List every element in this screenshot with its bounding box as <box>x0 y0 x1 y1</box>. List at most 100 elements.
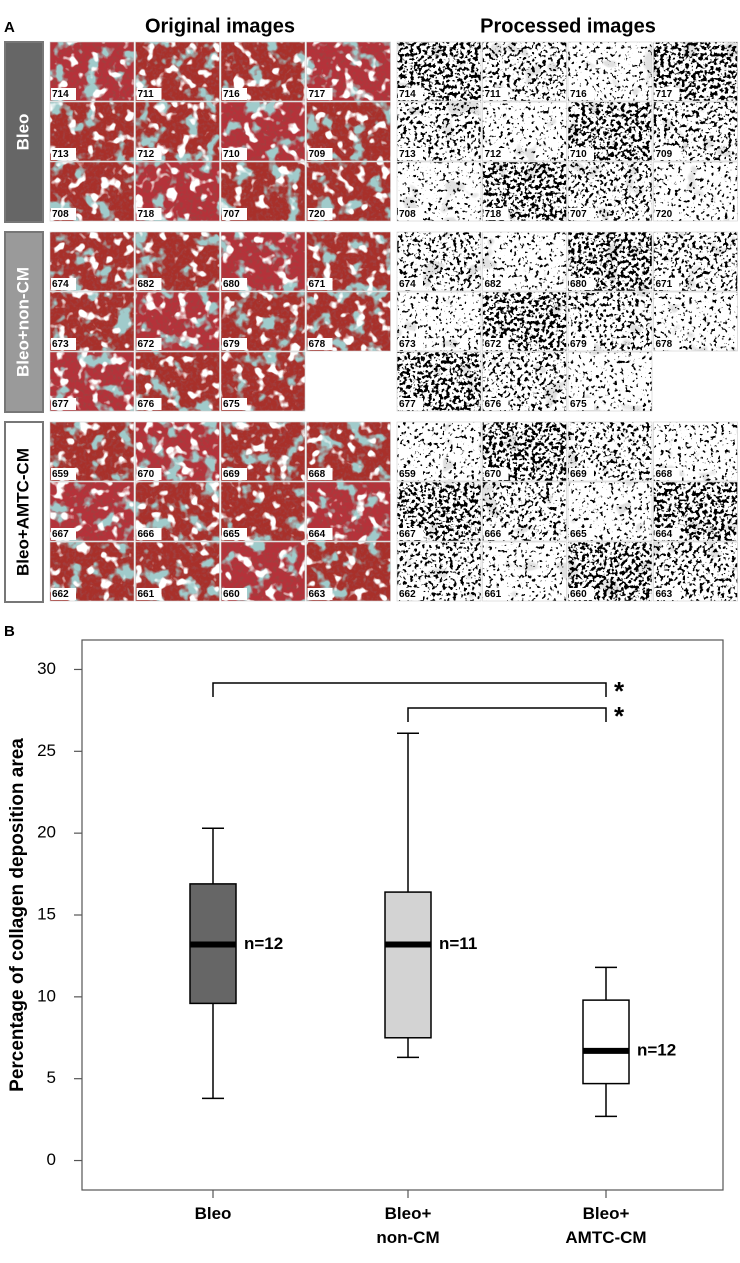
thumbnail: 720 <box>306 161 391 222</box>
image-id: 707 <box>223 209 240 220</box>
image-id: 675 <box>223 399 240 410</box>
image-frame <box>396 541 482 602</box>
id-box <box>483 338 509 350</box>
id-box <box>51 338 76 350</box>
image-frame <box>567 231 653 292</box>
thumbnail: 716 <box>567 41 653 102</box>
thumbnail: 680 <box>220 231 306 292</box>
image-id: 680 <box>223 279 240 290</box>
image-id: 671 <box>656 279 673 290</box>
thumbnail: 711 <box>482 41 567 102</box>
image-frame <box>653 421 738 482</box>
image-id: 709 <box>309 149 326 160</box>
id-box <box>51 588 76 600</box>
image-id: 662 <box>52 589 69 600</box>
id-box <box>398 468 423 480</box>
thumbnail: 674 <box>396 231 482 292</box>
image-id: 712 <box>138 149 155 160</box>
thumbnail: 671 <box>653 231 738 292</box>
image-id: 673 <box>52 339 69 350</box>
thumbnail: 670 <box>482 421 567 482</box>
image-frame <box>49 351 135 412</box>
thumbnail: 709 <box>306 101 391 162</box>
image-frame <box>49 421 135 482</box>
id-box <box>398 88 423 100</box>
image-frame <box>220 41 306 102</box>
id-box <box>222 88 247 100</box>
id-box <box>136 148 162 160</box>
image-id: 720 <box>309 209 326 220</box>
image-frame <box>567 351 653 412</box>
significance-label: * <box>614 676 625 706</box>
image-frame <box>49 101 135 162</box>
image-frame <box>653 541 738 602</box>
thumbnail: 678 <box>306 291 391 352</box>
id-box <box>483 468 509 480</box>
image-id: 670 <box>138 469 155 480</box>
id-box <box>307 208 333 220</box>
image-frame <box>220 351 306 412</box>
id-box <box>222 208 247 220</box>
thumbnail: 710 <box>220 101 306 162</box>
id-box <box>222 278 247 290</box>
image-id: 664 <box>309 529 326 540</box>
image-frame <box>135 231 220 292</box>
box <box>582 999 630 1085</box>
image-frame <box>567 41 653 102</box>
image-id: 677 <box>399 399 416 410</box>
thumbnail: 669 <box>567 421 653 482</box>
id-box <box>654 468 680 480</box>
image-id: 711 <box>138 89 155 100</box>
thumbnail: 672 <box>482 291 567 352</box>
id-box <box>307 588 333 600</box>
image-id: 667 <box>399 529 416 540</box>
x-tick-label-line: Bleo+ <box>385 1204 432 1223</box>
image-id: 668 <box>656 469 673 480</box>
thumbnail: 676 <box>482 351 567 412</box>
image-id: 660 <box>570 589 587 600</box>
column-title: Original images <box>145 15 295 37</box>
image-id: 676 <box>138 399 155 410</box>
id-box <box>654 278 680 290</box>
image-frame <box>653 161 738 222</box>
y-tick-label: 20 <box>37 823 56 842</box>
thumbnail: 670 <box>135 421 220 482</box>
id-box <box>654 588 680 600</box>
id-box <box>307 528 333 540</box>
image-frame <box>396 41 482 102</box>
id-box <box>569 338 594 350</box>
image-frame <box>220 101 306 162</box>
image-frame <box>49 231 135 292</box>
group-label: Bleo+AMTC-CM <box>13 448 32 576</box>
image-id: 714 <box>52 89 69 100</box>
image-frame <box>306 541 391 602</box>
image-id: 713 <box>52 149 69 160</box>
image-frame <box>396 291 482 352</box>
thumbnail: 673 <box>396 291 482 352</box>
image-id: 680 <box>570 279 587 290</box>
thumbnail: 679 <box>220 291 306 352</box>
id-box <box>51 468 76 480</box>
image-frame <box>135 101 220 162</box>
thumbnail: 662 <box>396 541 482 602</box>
x-tick-label: Bleo <box>195 1204 232 1223</box>
id-box <box>398 528 423 540</box>
thumbnail: 713 <box>49 101 135 162</box>
image-frame <box>396 351 482 412</box>
image-frame <box>396 101 482 162</box>
id-box <box>307 338 333 350</box>
thumbnail: 671 <box>306 231 391 292</box>
column-title: Processed images <box>480 15 656 37</box>
image-frame <box>482 481 567 542</box>
image-frame <box>567 291 653 352</box>
image-frame <box>135 41 220 102</box>
image-frame <box>482 41 567 102</box>
id-box <box>398 398 423 410</box>
thumbnail: 669 <box>220 421 306 482</box>
image-id: 682 <box>485 279 502 290</box>
thumbnail: 667 <box>396 481 482 542</box>
x-tick-label-line: Bleo+ <box>583 1204 630 1223</box>
image-frame <box>482 101 567 162</box>
thumbnail: 667 <box>49 481 135 542</box>
